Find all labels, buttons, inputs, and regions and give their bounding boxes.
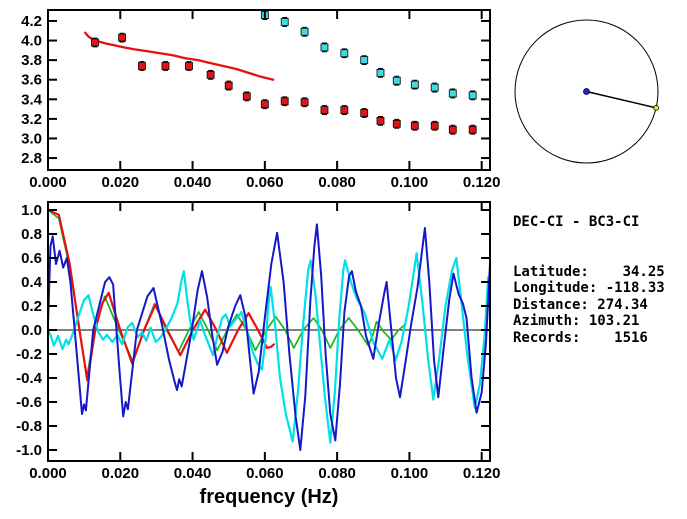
station-dot	[583, 88, 590, 95]
cyan-squares-marker	[448, 89, 457, 98]
red-squares-marker	[161, 62, 170, 70]
cyan-squares-marker	[280, 18, 289, 26]
y-tick-label: 3.0	[21, 130, 42, 147]
x-tick-label: 0.060	[246, 465, 284, 482]
red-squares-marker	[360, 109, 369, 117]
x-tick-label: 0.040	[174, 465, 212, 482]
azimuth-diagram	[514, 19, 659, 164]
y-tick-label: -1.0	[16, 442, 42, 459]
azimuth-path-line	[586, 90, 657, 109]
cyan-squares-marker	[320, 43, 329, 52]
x-tick-label: 0.040	[174, 174, 212, 191]
x-tick-label: 0.020	[102, 174, 140, 191]
cyan-squares-marker	[468, 91, 477, 100]
y-tick-label: 3.2	[21, 111, 42, 128]
y-tick-label: 0.2	[21, 298, 42, 315]
y-tick-label: -0.8	[16, 418, 42, 435]
y-tick-label: -0.4	[16, 370, 43, 387]
station-pair-title: DEC-CI - BC3-CI	[513, 214, 640, 230]
red-squares-marker	[410, 121, 419, 130]
x-tick-label: 0.100	[391, 465, 429, 482]
y-tick-label: 4.0	[21, 33, 42, 50]
red-squares-marker	[138, 62, 146, 70]
target-station-dot	[653, 105, 659, 111]
dispersion-frame	[47, 9, 491, 171]
x-tick-label: 0.120	[463, 174, 501, 191]
red-squares-marker	[185, 62, 193, 70]
cyan-squares	[260, 10, 477, 101]
cyan-squares-marker	[376, 68, 385, 77]
x-tick-label: 0.080	[318, 174, 356, 191]
y-tick-label: 0.0	[21, 322, 42, 339]
red-squares-marker	[91, 38, 99, 47]
correlation-frame	[47, 201, 491, 462]
cyan-squares-marker	[430, 83, 439, 92]
cyan-squares-marker	[360, 56, 369, 65]
x-tick-label: 0.000	[29, 174, 67, 191]
red-squares-marker	[260, 100, 269, 109]
x-tick-label: 0.080	[318, 465, 356, 482]
red-squares-marker	[224, 81, 233, 90]
x-tick-label: 0.000	[29, 465, 67, 482]
cyan-squares-marker	[340, 49, 349, 58]
red-squares	[91, 32, 477, 135]
cyan-squares-marker	[300, 27, 309, 36]
station-info-line: Distance: 274.34	[513, 296, 648, 313]
red-squares-marker	[340, 106, 349, 114]
x-tick-label: 0.100	[391, 174, 429, 191]
x-tick-label: 0.120	[463, 465, 501, 482]
x-axis-title: frequency (Hz)	[200, 486, 339, 508]
red-squares-marker	[242, 92, 251, 101]
station-info-line: Records: 1516	[513, 329, 648, 346]
red-squares-marker	[206, 70, 215, 79]
station-info-line: Longitude: -118.33	[513, 280, 665, 296]
red-squares-marker	[280, 97, 289, 106]
red-squares-marker	[300, 98, 309, 107]
y-tick-label: 2.8	[21, 150, 42, 167]
y-tick-label: 3.8	[21, 52, 42, 69]
station-info-line: Azimuth: 103.21	[513, 313, 640, 329]
station-info-lines: Latitude: 34.25 Longitude: -118.33 Distanc…	[513, 264, 665, 347]
red-squares-marker	[392, 119, 401, 128]
red-squares-marker	[320, 106, 329, 114]
y-tick-label: -0.2	[16, 346, 42, 363]
red-squares-marker	[448, 125, 457, 134]
y-tick-label: -0.6	[16, 394, 42, 411]
y-tick-label: 3.4	[21, 91, 43, 108]
station-info-panel: DEC-CI - BC3-CI Latitude: 34.25 Longitude…	[513, 181, 665, 379]
blue-series	[47, 223, 491, 451]
cyan-squares-marker	[392, 76, 401, 85]
red-squares-marker	[430, 121, 439, 130]
y-tick-label: 0.4	[21, 274, 43, 291]
y-tick-label: 1.0	[21, 202, 42, 219]
dispersion-chart: 0.000 0.020 0.040 0.060 0.080 0.100 0.120 2.8 3.…	[21, 9, 501, 191]
y-tick-label: 3.6	[21, 72, 42, 89]
station-info-line: Latitude: 34.25	[513, 263, 665, 280]
x-tick-label: 0.020	[102, 465, 140, 482]
red-line-curve	[84, 31, 275, 81]
cyan-squares-marker	[410, 80, 419, 89]
cyan-series	[46, 252, 492, 444]
azimuth-circle	[514, 19, 659, 164]
y-tick-label: 0.8	[21, 226, 42, 243]
x-tick-label: 0.060	[246, 174, 284, 191]
red-squares-marker	[376, 116, 385, 125]
y-tick-label: 0.6	[21, 250, 42, 267]
y-tick-label: 4.2	[21, 13, 42, 30]
red-squares-marker	[118, 33, 126, 42]
correlation-chart: 0.000 0.020 0.040 0.060 0.080 0.100 0.120 -1.0 -…	[16, 201, 501, 508]
red-squares-marker	[468, 125, 477, 134]
